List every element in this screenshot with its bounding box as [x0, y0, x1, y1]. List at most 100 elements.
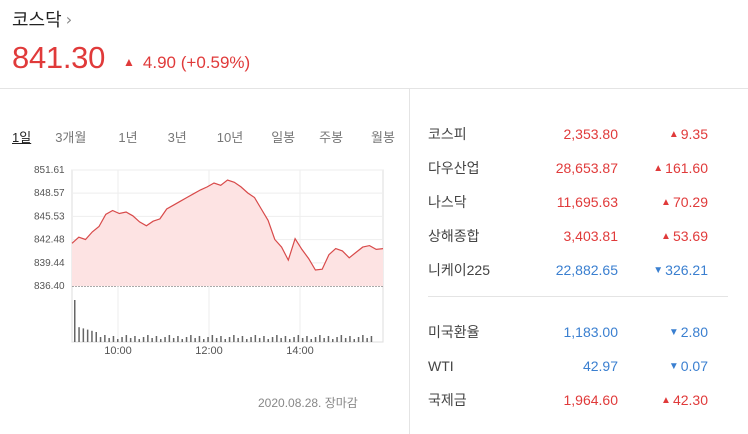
volume-bar [82, 328, 85, 342]
market-value: 42.97 [582, 358, 618, 374]
volume-bar [142, 337, 145, 342]
y-tick-label: 836.40 [34, 281, 65, 292]
market-change-value: 53.69 [672, 228, 708, 244]
market-change-value: 2.80 [680, 324, 708, 340]
volume-bar [117, 339, 119, 342]
volume-bar [129, 338, 132, 342]
market-row[interactable]: 국제금 1,964.60 ▲ 42.30 [428, 390, 718, 410]
volume-bar [344, 338, 347, 342]
market-name: WTI [428, 358, 454, 374]
market-change: ▲ 9.35 [618, 126, 708, 142]
market-change-value: 42.30 [672, 392, 708, 408]
y-tick-label: 842.48 [34, 235, 65, 246]
volume-bar [254, 335, 257, 342]
volume-bar [237, 338, 239, 342]
volume-bar [336, 337, 338, 342]
volume-bar [198, 336, 201, 342]
volume-bar [263, 336, 265, 342]
volume-bar [357, 337, 360, 342]
table-divider [428, 296, 728, 297]
market-change: ▲ 53.69 [618, 228, 708, 244]
volume-bar [314, 337, 317, 342]
divider-vertical [409, 88, 410, 434]
volume-bar [276, 335, 278, 342]
volume-bar [349, 336, 351, 342]
down-arrow-icon: ▼ [653, 264, 664, 276]
market-name: 미국환율 [428, 324, 480, 340]
market-change: ▲ 70.29 [618, 194, 708, 210]
up-arrow-icon: ▲ [661, 230, 671, 242]
market-change-value: 70.29 [672, 194, 708, 210]
volume-bar [340, 335, 343, 342]
volume-bar [353, 339, 355, 342]
market-change: ▲ 161.60 [618, 160, 708, 176]
volume-bar [155, 336, 158, 342]
volume-bar [172, 338, 175, 342]
volume-bar [160, 339, 162, 342]
tab-5[interactable]: 일봉 [271, 130, 296, 145]
market-close-date: 2020.08.28. 장마감 [258, 396, 358, 410]
tab-6[interactable]: 주봉 [319, 130, 344, 145]
volume-bar [95, 332, 97, 342]
volume-bar [310, 339, 312, 342]
market-value: 3,403.81 [563, 228, 619, 244]
market-change-value: 326.21 [665, 262, 708, 278]
volume-bar [181, 339, 183, 342]
market-row[interactable]: WTI 42.97 ▼ 0.07 [428, 356, 718, 376]
x-tick-label: 14:00 [286, 345, 314, 357]
market-value: 28,653.87 [555, 160, 618, 176]
y-tick-label: 839.44 [34, 258, 65, 269]
tab-3[interactable]: 3년 [167, 130, 187, 145]
volume-bar [319, 335, 321, 342]
tab-7[interactable]: 월봉 [371, 130, 395, 145]
up-arrow-icon: ▲ [661, 394, 671, 406]
index-name-link[interactable]: 코스닥 › [12, 6, 72, 32]
volume-bar [207, 337, 209, 342]
market-value: 1,964.60 [563, 392, 619, 408]
period-tabs: 1일 3개월 1년 3년 10년 일봉 주봉 월봉 [12, 127, 395, 146]
up-arrow-icon: ▲ [653, 162, 664, 174]
volume-bar [284, 336, 287, 342]
down-arrow-icon: ▼ [668, 326, 679, 338]
up-arrow-icon: ▲ [123, 55, 135, 69]
volume-bar [233, 335, 235, 342]
volume-bar [301, 338, 304, 342]
volume-bar [112, 336, 115, 342]
market-row[interactable]: 코스피 2,353.80 ▲ 9.35 [428, 124, 718, 144]
tab-2[interactable]: 1년 [118, 130, 138, 145]
volume-bar [293, 337, 295, 342]
x-tick-label: 10:00 [104, 345, 132, 357]
volume-bar [323, 338, 325, 342]
volume-bar [220, 336, 222, 342]
tab-4[interactable]: 10년 [216, 130, 244, 145]
tab-0[interactable]: 1일 [12, 130, 32, 145]
market-row[interactable]: 미국환율 1,183.00 ▼ 2.80 [428, 322, 718, 342]
volume-bar [332, 339, 334, 342]
market-name: 나스닥 [428, 194, 467, 210]
market-change: ▼ 0.07 [618, 358, 708, 374]
volume-bar [271, 337, 274, 342]
market-change: ▼ 326.21 [618, 262, 708, 278]
chevron-right-icon: › [65, 9, 73, 29]
volume-bar [104, 335, 106, 342]
tab-1[interactable]: 3개월 [55, 130, 87, 145]
volume-bar [121, 337, 123, 342]
volume-bar [74, 300, 76, 342]
market-row[interactable]: 다우산업 28,653.87 ▲ 161.60 [428, 158, 718, 178]
volume-bar [203, 339, 205, 342]
x-tick-label: 12:00 [195, 345, 223, 357]
price-row: 841.30 ▲ 4.90 (+0.59%) [12, 40, 250, 76]
market-name: 다우산업 [428, 160, 480, 176]
volume-bar [246, 339, 248, 342]
price-change: ▲ 4.90 (+0.59%) [123, 53, 250, 73]
volume-bar [86, 329, 89, 342]
market-row[interactable]: 니케이225 22,882.65 ▼ 326.21 [428, 260, 718, 280]
market-value: 1,183.00 [563, 324, 619, 340]
market-name: 코스피 [428, 126, 467, 142]
market-change: ▲ 42.30 [618, 392, 708, 408]
index-name: 코스닥 [12, 10, 62, 31]
volume-bar [370, 336, 373, 342]
price-chart: 851.61 848.57 845.53 842.48 839.44 836.40 10:0… [34, 165, 384, 357]
market-row[interactable]: 나스닥 11,695.63 ▲ 70.29 [428, 192, 718, 212]
market-row[interactable]: 상해종합 3,403.81 ▲ 53.69 [428, 226, 718, 246]
